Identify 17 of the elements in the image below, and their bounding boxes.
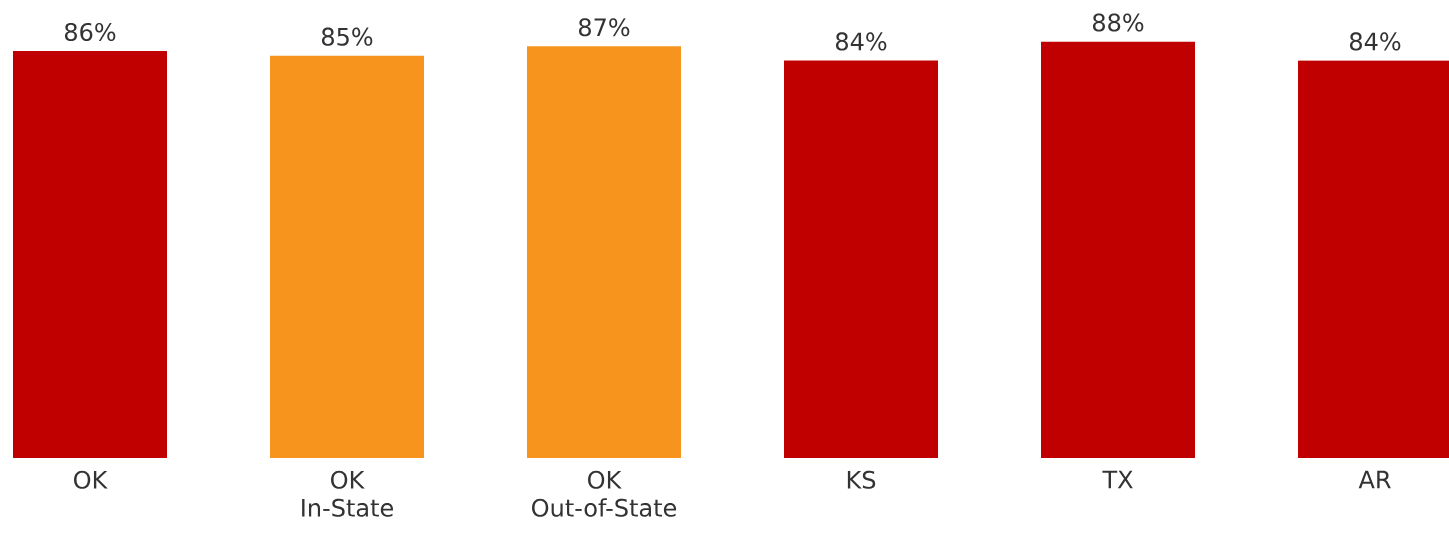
x-tick-label: OK Out-of-State (532, 470, 677, 517)
bar (527, 46, 682, 458)
data-label: 84% (835, 32, 887, 51)
bar (784, 60, 939, 458)
data-label: 87% (578, 18, 630, 37)
bar (270, 55, 425, 458)
x-tick-label: TX (1102, 470, 1133, 489)
data-label: 84% (1349, 32, 1401, 51)
data-label: 86% (64, 22, 116, 42)
x-tick-label: AR (1358, 470, 1391, 489)
x-tick-label: OK In-State (302, 470, 393, 517)
data-label: 88% (1092, 13, 1144, 32)
data-label: 85% (321, 27, 373, 46)
bar (13, 51, 167, 458)
x-tick-label: KS (847, 470, 876, 489)
x-tick-label: OK (74, 470, 108, 489)
bar (1041, 41, 1196, 458)
